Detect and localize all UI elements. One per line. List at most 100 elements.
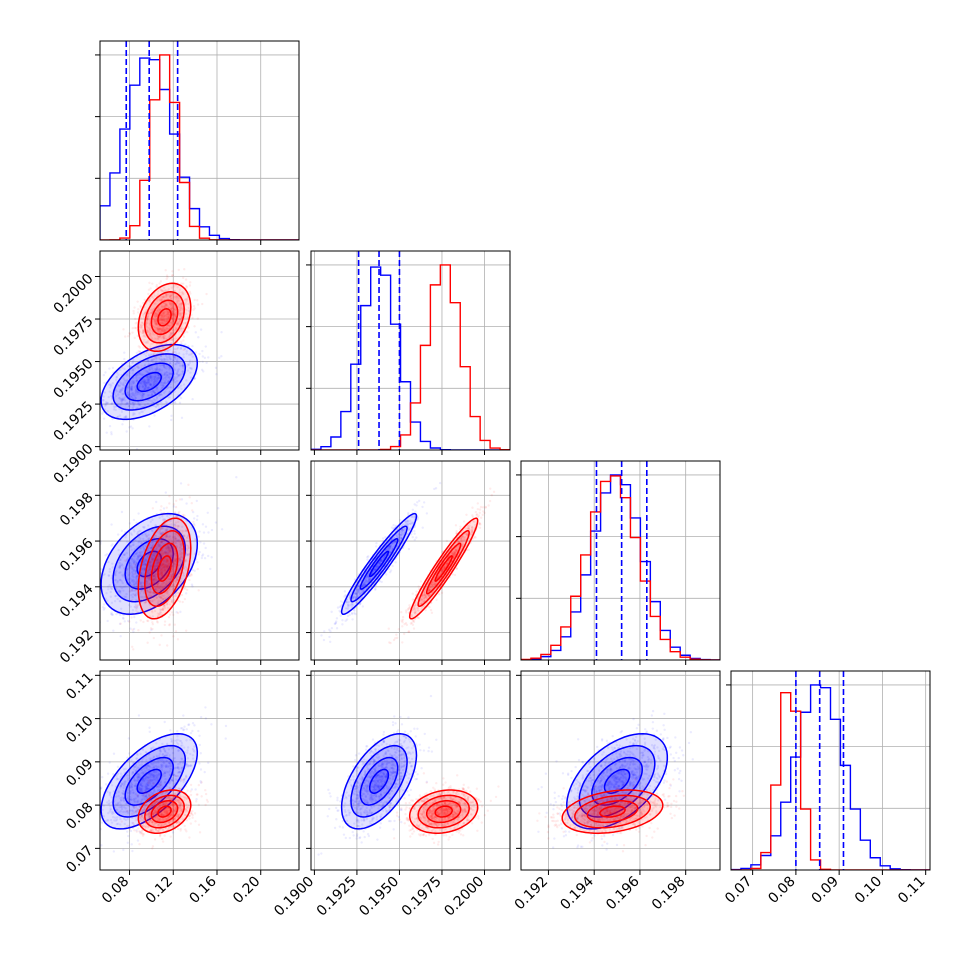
sample-point xyxy=(147,293,149,295)
sample-point xyxy=(207,555,209,557)
sample-point xyxy=(122,328,124,330)
sample-point xyxy=(179,600,181,602)
sample-point xyxy=(170,419,172,421)
sample-point xyxy=(130,616,132,618)
sample-point xyxy=(198,530,200,532)
sample-point xyxy=(198,535,200,537)
sample-point xyxy=(192,521,194,523)
sample-point xyxy=(182,601,184,603)
sample-point xyxy=(381,581,383,583)
y-tick-label: 0.1975 xyxy=(51,313,97,359)
sample-point xyxy=(130,566,132,568)
sample-point xyxy=(193,517,195,519)
sample-point xyxy=(129,522,131,524)
sample-point xyxy=(479,508,481,510)
sample-point xyxy=(191,398,193,400)
sample-point xyxy=(137,350,139,352)
sample-point xyxy=(96,576,98,578)
sample-point xyxy=(146,642,148,644)
sample-point xyxy=(421,506,423,508)
sample-point xyxy=(235,476,237,478)
sample-point xyxy=(191,352,193,354)
sample-point xyxy=(164,269,166,271)
sample-point xyxy=(128,332,130,334)
sample-point xyxy=(180,340,182,342)
sample-point xyxy=(111,463,113,465)
sample-point xyxy=(190,573,192,575)
sample-point xyxy=(480,506,482,508)
sample-point xyxy=(157,353,159,355)
sample-point xyxy=(351,618,353,620)
sample-point xyxy=(124,568,126,570)
sample-point xyxy=(148,282,150,284)
sample-point xyxy=(391,526,393,528)
sample-point xyxy=(165,491,167,493)
sample-point xyxy=(186,589,188,591)
sample-point xyxy=(407,631,409,633)
sample-point xyxy=(131,599,133,601)
sample-point xyxy=(366,558,368,560)
sample-point xyxy=(193,325,195,327)
sample-point xyxy=(164,624,166,626)
sample-point xyxy=(191,585,193,587)
sample-point xyxy=(160,634,162,636)
sample-point xyxy=(173,505,175,507)
sample-point xyxy=(133,306,135,308)
sample-point xyxy=(153,637,155,639)
sample-point xyxy=(142,621,144,623)
sample-point xyxy=(169,614,171,616)
sample-point xyxy=(415,590,417,592)
sample-point xyxy=(135,609,137,611)
sample-point xyxy=(162,519,164,521)
sample-point xyxy=(149,287,151,289)
sample-point xyxy=(171,353,173,355)
sample-point xyxy=(130,584,132,586)
sample-point xyxy=(175,506,177,508)
sample-point xyxy=(455,524,457,526)
sample-point xyxy=(398,628,400,630)
sample-point xyxy=(203,531,205,533)
sample-point xyxy=(125,430,127,432)
sample-point xyxy=(207,512,209,514)
sample-point xyxy=(159,644,161,646)
sample-point xyxy=(323,630,325,632)
sample-point xyxy=(400,611,402,613)
sample-point xyxy=(180,482,182,484)
sample-point xyxy=(95,605,97,607)
sample-point xyxy=(401,641,403,643)
sample-point xyxy=(320,634,322,636)
sample-point xyxy=(96,548,98,550)
sample-point xyxy=(89,387,91,389)
sample-point xyxy=(89,419,91,421)
sample-point xyxy=(169,349,171,351)
sample-point xyxy=(121,423,123,425)
sample-point xyxy=(205,526,207,528)
sample-point xyxy=(131,331,133,333)
sample-point xyxy=(103,603,105,605)
sample-point xyxy=(143,299,145,301)
sample-point xyxy=(337,606,339,608)
sample-point xyxy=(323,639,325,641)
sample-point xyxy=(103,608,105,610)
sample-point xyxy=(103,382,105,384)
sample-point xyxy=(392,524,394,526)
sample-point xyxy=(199,551,201,553)
sample-point xyxy=(122,617,124,619)
sample-point xyxy=(124,335,126,337)
sample-point xyxy=(133,616,135,618)
sample-point xyxy=(171,270,173,272)
sample-point xyxy=(135,621,137,623)
sample-point xyxy=(191,502,193,504)
sample-point xyxy=(198,353,200,355)
sample-point xyxy=(123,358,125,360)
sample-point xyxy=(134,318,136,320)
sample-point xyxy=(111,613,113,615)
sample-point xyxy=(106,431,108,433)
sample-point xyxy=(182,349,184,351)
sample-point xyxy=(185,502,187,504)
sample-point xyxy=(137,629,139,631)
y-tick-label: 0.194 xyxy=(57,581,97,621)
sample-point xyxy=(197,553,199,555)
